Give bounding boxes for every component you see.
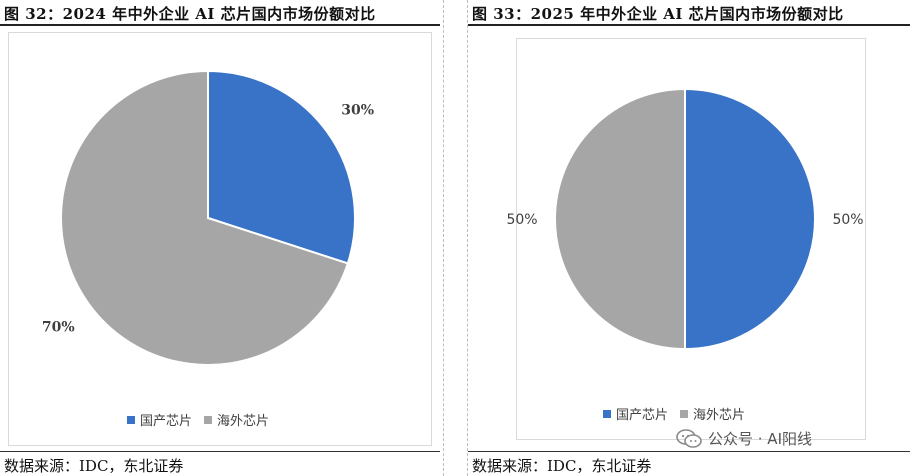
legend-item-overseas: 海外芯片 xyxy=(680,404,745,423)
figure-title: 图 32：2024 年中外企业 AI 芯片国内市场份额对比 xyxy=(4,5,376,23)
legend-swatch-overseas xyxy=(204,415,213,424)
data-label: 70% xyxy=(42,320,75,336)
pie-chart-2025: 50% 50% xyxy=(506,87,864,351)
figure-panel-2024: 图 32：2024 年中外企业 AI 芯片国内市场份额对比 30% 70% 国产芯… xyxy=(0,0,440,476)
watermark: 公众号 · AI阳线 xyxy=(676,428,812,449)
title-rule xyxy=(0,24,440,26)
chart-legend: 国产芯片 海外芯片 xyxy=(603,404,745,423)
wechat-icon xyxy=(676,428,702,449)
legend-swatch-domestic xyxy=(603,409,611,418)
figure-title: 图 33：2025 年中外企业 AI 芯片国内市场份额对比 xyxy=(472,5,844,23)
pie-slice-domestic xyxy=(207,69,356,265)
data-label: 50% xyxy=(506,212,537,228)
legend-item-overseas: 海外芯片 xyxy=(204,410,269,429)
source-rule xyxy=(468,451,910,452)
chart-area: 30% 70% 国产芯片 海外芯片 xyxy=(8,32,432,446)
legend-label: 海外芯片 xyxy=(217,414,270,429)
panel-divider xyxy=(467,0,468,476)
legend-item-domestic: 国产芯片 xyxy=(603,404,668,423)
source-note: 数据来源：IDC，东北证券 xyxy=(472,457,652,475)
watermark-text: 公众号 · AI阳线 xyxy=(708,430,812,448)
panel-divider xyxy=(443,0,444,476)
legend-label: 国产芯片 xyxy=(616,408,669,423)
data-label: 50% xyxy=(832,212,863,228)
pie-chart-2024: 30% 70% xyxy=(42,69,374,366)
pie-slice-domestic xyxy=(684,87,816,351)
legend-swatch-domestic xyxy=(127,415,135,424)
pie-slice-overseas xyxy=(60,69,350,366)
legend-label: 海外芯片 xyxy=(693,408,746,423)
chart-area: 50% 50% 国产芯片 海外芯片 xyxy=(506,38,866,440)
source-rule xyxy=(0,451,440,452)
source-note: 数据来源：IDC，东北证券 xyxy=(4,457,184,475)
pie-slice-overseas xyxy=(554,87,686,351)
legend-swatch-overseas xyxy=(680,409,689,418)
data-label: 30% xyxy=(341,102,374,118)
figure-panel-2025: 图 33：2025 年中外企业 AI 芯片国内市场份额对比 50% 50% 国产芯… xyxy=(468,0,910,476)
chart-legend: 国产芯片 海外芯片 xyxy=(127,410,269,429)
title-rule xyxy=(468,24,910,26)
legend-label: 国产芯片 xyxy=(140,414,193,429)
legend-item-domestic: 国产芯片 xyxy=(127,410,192,429)
